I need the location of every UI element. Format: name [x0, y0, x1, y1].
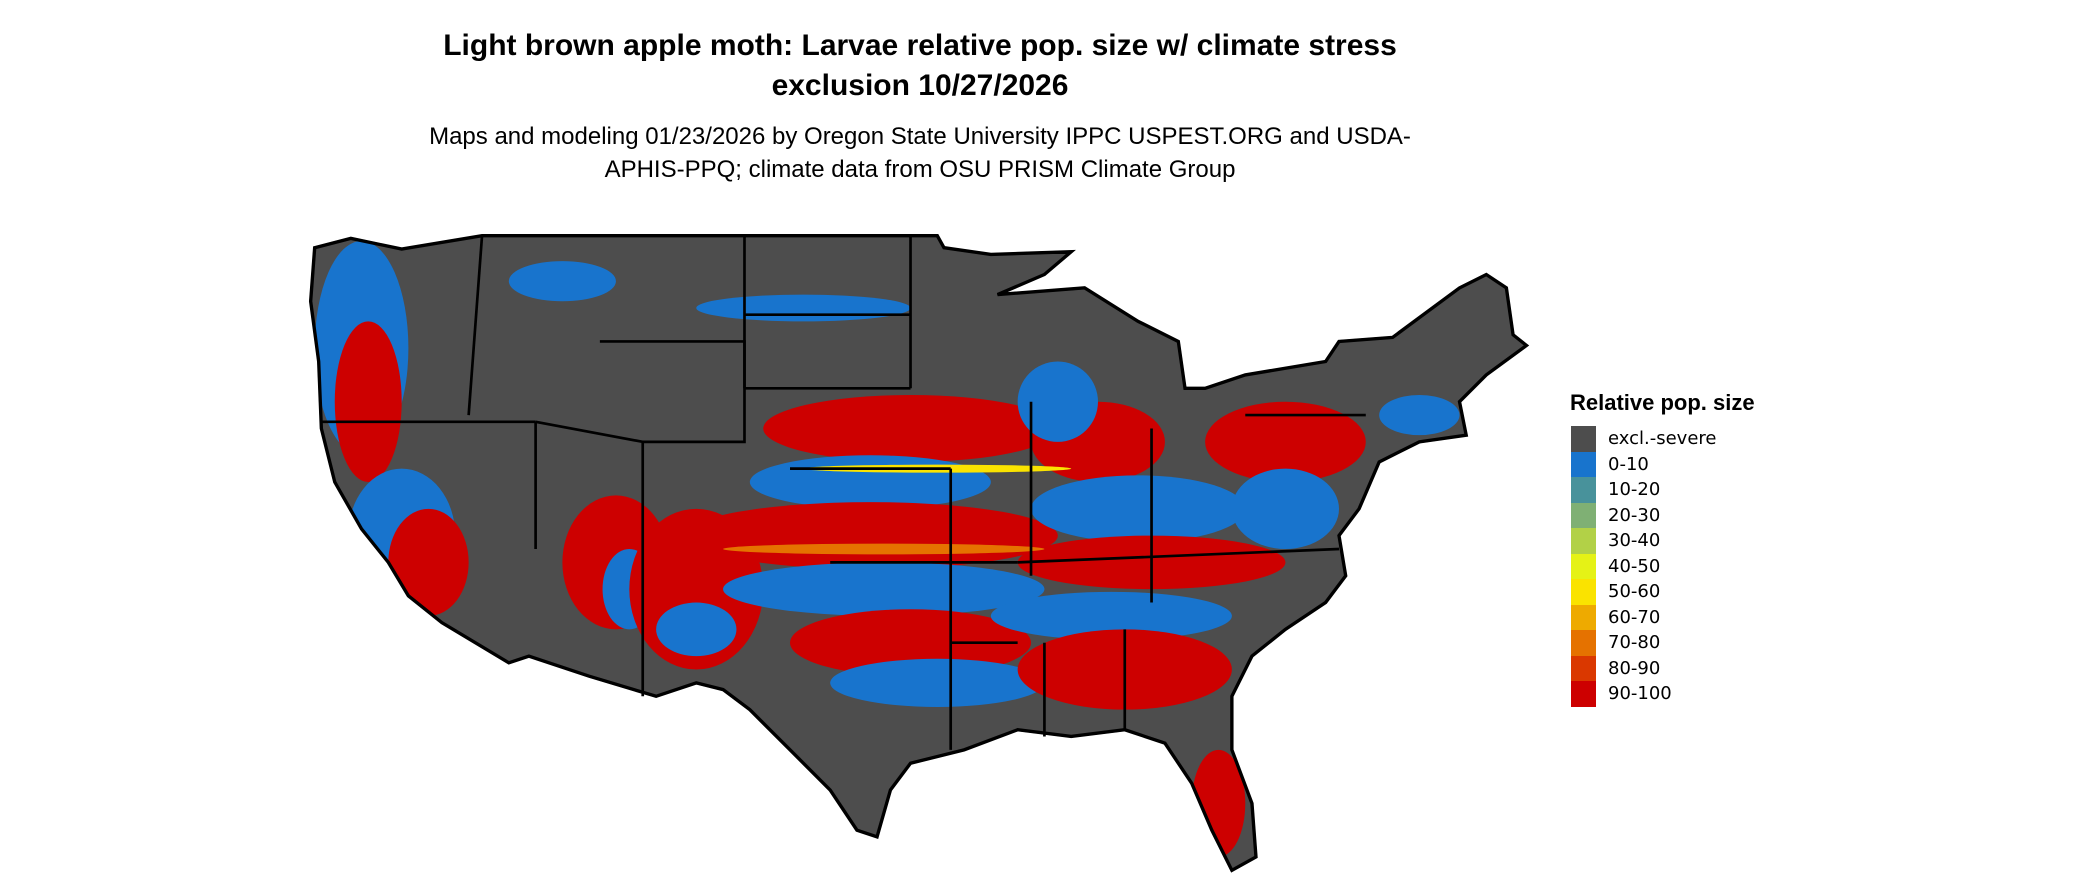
- legend-swatch: [1571, 502, 1596, 528]
- legend-item: 80-90: [1571, 655, 1755, 681]
- legend-swatch: [1571, 655, 1596, 681]
- legend-label: excl.-severe: [1608, 428, 1717, 450]
- raster-patch: [723, 543, 1045, 555]
- legend-item: 20-30: [1571, 502, 1755, 528]
- legend-label: 50-60: [1608, 581, 1661, 603]
- legend-label: 80-90: [1608, 657, 1661, 679]
- legend-label: 20-30: [1608, 504, 1661, 526]
- raster-patch: [790, 609, 1032, 677]
- legend-item: 90-100: [1571, 681, 1755, 707]
- state-border: [599, 340, 746, 444]
- legend-item: 30-40: [1571, 528, 1755, 554]
- legend-title: Relative pop. size: [1570, 390, 1755, 415]
- raster-patch: [723, 562, 1045, 616]
- legend-swatch: [1571, 681, 1596, 707]
- legend-swatch: [1571, 604, 1596, 630]
- legend-label: 40-50: [1608, 555, 1661, 577]
- legend-item: 10-20: [1571, 477, 1755, 503]
- raster-patch: [1205, 401, 1366, 483]
- legend-item: 60-70: [1571, 604, 1755, 630]
- legend-swatch: [1571, 630, 1596, 656]
- state-border: [467, 235, 484, 416]
- legend-label: 70-80: [1608, 632, 1661, 654]
- legend-item: 40-50: [1571, 553, 1755, 579]
- legend-swatch: [1571, 579, 1596, 605]
- raster-patch: [1379, 395, 1460, 436]
- legend-label: 60-70: [1608, 606, 1661, 628]
- raster-patch: [508, 261, 616, 302]
- raster-patch: [1231, 468, 1339, 549]
- population-raster: [314, 241, 1460, 857]
- legend-swatch: [1571, 451, 1596, 477]
- legend-label: 30-40: [1608, 530, 1661, 552]
- legend-swatch: [1571, 553, 1596, 579]
- raster-patch: [990, 591, 1232, 641]
- map-subtitle: Maps and modeling 01/23/2026 by Oregon S…: [429, 123, 1411, 183]
- raster-patch: [1017, 361, 1098, 442]
- raster-patch: [334, 321, 402, 483]
- raster-patch: [749, 455, 991, 509]
- legend-item: 0-10: [1571, 451, 1755, 477]
- map-title: Light brown apple moth: Larvae relative …: [443, 29, 1397, 102]
- raster-patch: [388, 508, 469, 616]
- raster-patch: [696, 294, 911, 322]
- raster-patch: [830, 658, 1045, 707]
- state-borders: [321, 235, 1366, 750]
- raster-patch: [682, 502, 1058, 570]
- legend-item: 50-60: [1571, 579, 1755, 605]
- legend-label: 0-10: [1608, 453, 1649, 475]
- legend-swatch: [1571, 528, 1596, 554]
- legend-item: excl.-severe: [1571, 426, 1755, 452]
- raster-patch: [1031, 475, 1246, 543]
- legend: Relative pop. size excl.-severe 0-10 10-20…: [1570, 390, 1755, 707]
- legend-swatch: [1571, 477, 1596, 503]
- raster-patch: [656, 602, 737, 657]
- legend-item: 70-80: [1571, 630, 1755, 656]
- legend-label: 90-100: [1608, 683, 1672, 705]
- state-border: [535, 420, 645, 697]
- raster-patch: [763, 395, 1058, 462]
- legend-swatch: [1571, 426, 1596, 452]
- state-border: [1017, 547, 1340, 564]
- legend-label: 10-20: [1608, 479, 1661, 501]
